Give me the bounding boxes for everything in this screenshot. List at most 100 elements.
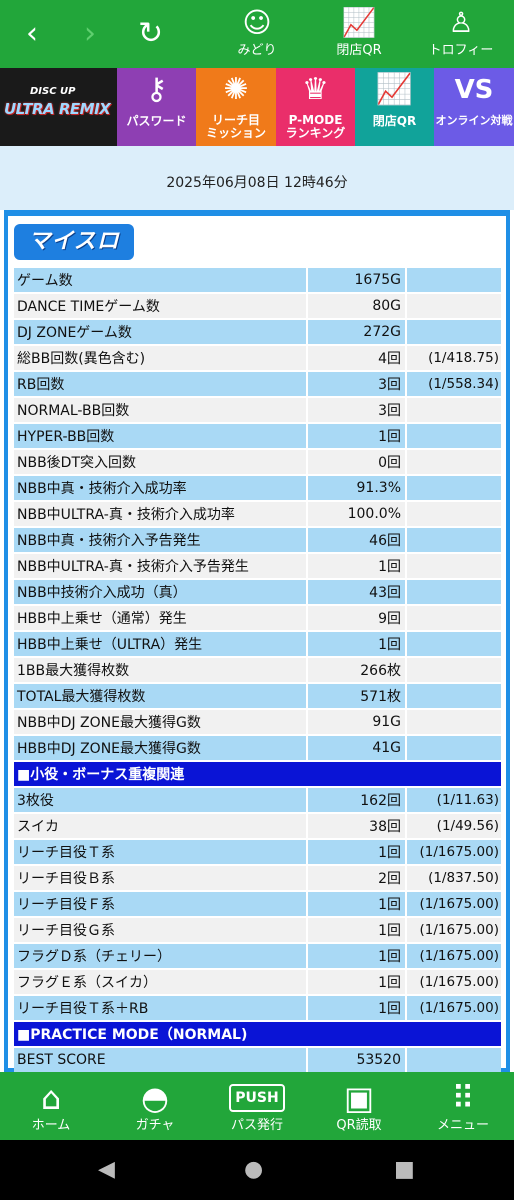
stat-row: NORMAL-BB回数 3回 xyxy=(14,398,501,422)
nav-qr-read[interactable]: ▣ QR読取 xyxy=(314,1076,404,1138)
stat-value: 272G xyxy=(306,320,405,344)
topbar-item-trophy[interactable]: ♙ トロフィー xyxy=(416,4,506,64)
nav-menu[interactable]: ⠿ メニュー xyxy=(418,1076,508,1138)
chart-moon-icon: 📈 xyxy=(375,72,414,107)
menu-closing-qr[interactable]: 📈 閉店QR xyxy=(355,68,434,146)
chart-moon-icon: 📈 xyxy=(341,6,377,39)
stat-rate: (1/837.50) xyxy=(405,866,501,890)
stat-value: 3回 xyxy=(306,398,405,422)
stat-value: 1回 xyxy=(306,840,405,864)
stat-value: 46回 xyxy=(306,528,405,552)
stat-value: 3回 xyxy=(306,372,405,396)
nav-label: メニュー xyxy=(436,1118,489,1133)
game-logo[interactable]: DISC UP ULTRA REMIX xyxy=(0,68,117,146)
forward-chevron-icon[interactable]: › xyxy=(84,16,96,51)
feature-menu: DISC UP ULTRA REMIX ⚷ パスワード ✺ リーチ目 ミッション… xyxy=(0,68,514,146)
stat-label: スイカ xyxy=(14,814,306,838)
stat-label: NBB中真・技術介入成功率 xyxy=(14,476,306,500)
android-system-bar: ◀ ● ■ xyxy=(0,1140,514,1200)
menu-online-battle[interactable]: VS オンライン対戦 xyxy=(434,68,514,146)
stat-value: 1回 xyxy=(306,632,405,656)
stat-rate xyxy=(405,294,501,318)
menu-password[interactable]: ⚷ パスワード xyxy=(117,68,196,146)
nav-label: ガチャ xyxy=(135,1118,175,1133)
stat-row: NBB中ULTRA-真・技術介入予告発生 1回 xyxy=(14,554,501,578)
stat-rate xyxy=(405,710,501,734)
back-triangle-icon[interactable]: ◀ xyxy=(98,1157,115,1182)
key-icon: ⚷ xyxy=(145,72,168,107)
stat-rate xyxy=(405,528,501,552)
menu-label: 閉店QR xyxy=(372,114,417,128)
gacha-ball-icon: ◓ xyxy=(141,1079,169,1117)
stat-label: リーチ目役Ｂ系 xyxy=(14,866,306,890)
nav-gacha[interactable]: ◓ ガチャ xyxy=(110,1076,200,1138)
logo-line2: ULTRA REMIX xyxy=(4,100,111,118)
stat-row: NBB後DT突入回数 0回 xyxy=(14,450,501,474)
reload-icon[interactable]: ↻ xyxy=(138,16,164,51)
stat-value: 1回 xyxy=(306,892,405,916)
stat-rate: (1/1675.00) xyxy=(405,996,501,1020)
stat-row: NBB中技術介入成功（真） 43回 xyxy=(14,580,501,604)
stat-label: TOTAL最大獲得枚数 xyxy=(14,684,306,708)
back-chevron-icon[interactable]: ‹ xyxy=(26,16,38,51)
recent-square-icon[interactable]: ■ xyxy=(394,1157,415,1182)
stat-rate: (1/1675.00) xyxy=(405,892,501,916)
stat-label: DANCE TIMEゲーム数 xyxy=(14,294,306,318)
stat-label: 1BB最大獲得枚数 xyxy=(14,658,306,682)
topbar-item-midori[interactable]: ☺ みどり xyxy=(212,4,302,64)
target-badge-icon: ✺ xyxy=(223,72,249,107)
stat-row: NBB中ULTRA-真・技術介入成功率 100.0% xyxy=(14,502,501,526)
stat-label: HBB中DJ ZONE最大獲得G数 xyxy=(14,736,306,760)
stat-rate xyxy=(405,268,501,292)
stat-row: NBB中DJ ZONE最大獲得G数 91G xyxy=(14,710,501,734)
qr-code-icon: ▣ xyxy=(343,1079,375,1117)
menu-pmode-ranking[interactable]: ♛ P-MODE ランキング xyxy=(276,68,355,146)
menu-label: リーチ目 ミッション xyxy=(205,113,266,140)
stat-label: NBB中真・技術介入予告発生 xyxy=(14,528,306,552)
stat-rate: (1/11.63) xyxy=(405,788,501,812)
stat-row: HYPER-BB回数 1回 xyxy=(14,424,501,448)
stat-rate: (1/1675.00) xyxy=(405,918,501,942)
stat-rate xyxy=(405,502,501,526)
stat-row: ゲーム数 1675G xyxy=(14,268,501,292)
stat-row: NBB中真・技術介入予告発生 46回 xyxy=(14,528,501,552)
stat-value: 43回 xyxy=(306,580,405,604)
home-icon: ⌂ xyxy=(40,1079,62,1117)
home-circle-icon[interactable]: ● xyxy=(244,1157,264,1182)
section-title: ■小役・ボーナス重複関連 xyxy=(14,762,501,786)
stat-row: DJ ZONEゲーム数 272G xyxy=(14,320,501,344)
stat-rate xyxy=(405,320,501,344)
stat-row: リーチ目役Ｆ系 1回 (1/1675.00) xyxy=(14,892,501,916)
menu-label: パスワード xyxy=(126,114,187,128)
stat-rate: (1/1675.00) xyxy=(405,944,501,968)
stat-value: 1回 xyxy=(306,554,405,578)
myslo-title: マイスロ xyxy=(14,224,134,260)
topbar-item-label: トロフィー xyxy=(428,43,494,58)
nav-label: パス発行 xyxy=(230,1118,283,1133)
stat-row: HBB中DJ ZONE最大獲得G数 41G xyxy=(14,736,501,760)
nav-home[interactable]: ⌂ ホーム xyxy=(6,1076,96,1138)
nav-pass-issue[interactable]: PUSH パス発行 xyxy=(212,1076,302,1138)
section-header: ■PRACTICE MODE（NORMAL) xyxy=(14,1022,501,1046)
stat-label: HYPER-BB回数 xyxy=(14,424,306,448)
push-button-icon: PUSH xyxy=(212,1076,302,1118)
stat-rate: (1/418.75) xyxy=(405,346,501,370)
stat-label: NORMAL-BB回数 xyxy=(14,398,306,422)
trophy-figure-icon: ♙ xyxy=(448,6,474,39)
stat-label: BEST SCORE xyxy=(14,1048,306,1072)
stat-row: 1BB最大獲得枚数 266枚 xyxy=(14,658,501,682)
stat-row: HBB中上乗せ（ULTRA）発生 1回 xyxy=(14,632,501,656)
stat-label: NBB中DJ ZONE最大獲得G数 xyxy=(14,710,306,734)
stat-label: リーチ目役Ｔ系＋RB xyxy=(14,996,306,1020)
stat-rate: (1/1675.00) xyxy=(405,970,501,994)
stat-rate xyxy=(405,658,501,682)
stat-row: フラグＤ系（チェリー） 1回 (1/1675.00) xyxy=(14,944,501,968)
stat-value: 1回 xyxy=(306,424,405,448)
stat-label: HBB中上乗せ（通常）発生 xyxy=(14,606,306,630)
menu-reach-mission[interactable]: ✺ リーチ目 ミッション xyxy=(196,68,276,146)
logo-line1: DISC UP xyxy=(30,86,76,97)
stat-value: 91G xyxy=(306,710,405,734)
stat-rate xyxy=(405,606,501,630)
topbar-item-closing-qr[interactable]: 📈 閉店QR xyxy=(314,4,404,64)
vs-icon: VS xyxy=(454,75,494,105)
